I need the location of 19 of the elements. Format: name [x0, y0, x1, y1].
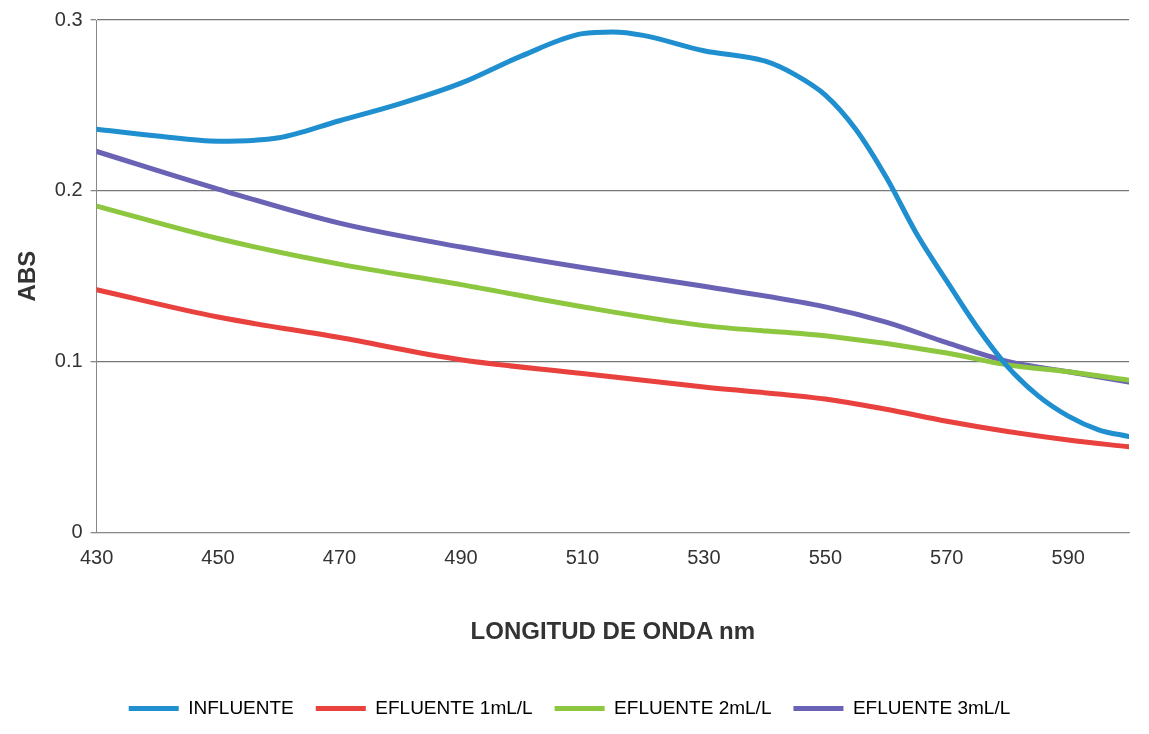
x-tick-label: 510	[565, 545, 600, 568]
x-tick-label: 590	[1051, 545, 1085, 568]
legend-label: EFLUENTE 1mL/L	[375, 696, 533, 718]
x-tick-label: 450	[201, 545, 235, 568]
y-tick-label: 0	[71, 519, 83, 542]
x-tick-label: 550	[808, 545, 843, 568]
legend-label: EFLUENTE 2mL/L	[614, 696, 772, 718]
x-tick-label: 470	[322, 545, 357, 568]
y-tick-label: 0.1	[54, 348, 83, 371]
x-tick-label: 570	[930, 545, 964, 568]
x-tick-label: 490	[444, 545, 478, 568]
legend-label: INFLUENTE	[188, 696, 294, 718]
x-tick-label: 530	[687, 545, 721, 568]
y-tick-label: 0.3	[54, 7, 83, 30]
y-axis-title: ABS	[13, 250, 41, 302]
x-axis-title: LONGITUD DE ONDA nm	[470, 617, 756, 645]
legend-label: EFLUENTE 3mL/L	[852, 696, 1011, 718]
y-tick-label: 0.2	[54, 178, 83, 201]
x-tick-label: 430	[79, 545, 114, 568]
